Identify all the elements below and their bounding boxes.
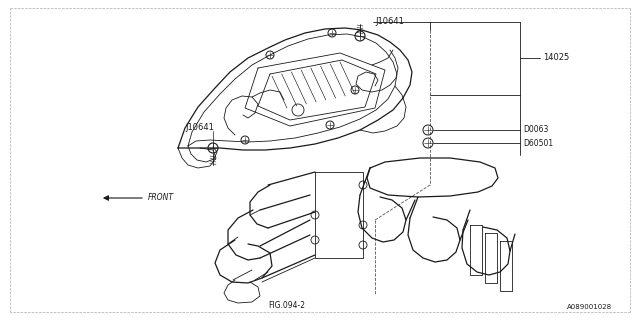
Text: A089001028: A089001028: [567, 304, 612, 310]
Text: J10641: J10641: [185, 124, 214, 132]
Text: 14025: 14025: [543, 53, 569, 62]
Text: FIG.094-2: FIG.094-2: [268, 300, 305, 309]
Text: D0063: D0063: [523, 125, 548, 134]
Text: J10641: J10641: [375, 18, 404, 27]
Text: D60501: D60501: [523, 139, 553, 148]
Text: FRONT: FRONT: [148, 194, 174, 203]
